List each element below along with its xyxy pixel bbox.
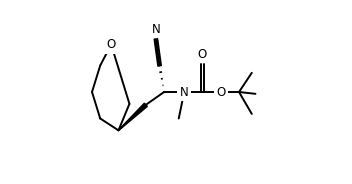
Text: N: N — [152, 23, 160, 36]
Text: O: O — [198, 48, 207, 61]
Polygon shape — [118, 103, 147, 130]
Text: N: N — [180, 86, 189, 98]
Text: O: O — [107, 38, 116, 51]
Text: O: O — [216, 86, 225, 98]
